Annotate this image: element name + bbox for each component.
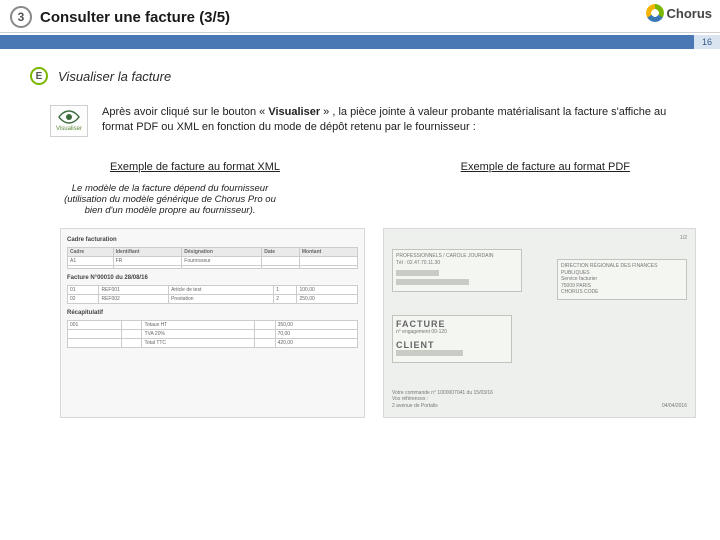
xml-invoice-screenshot: Cadre facturation Cadre Identifiant Dési… [60, 228, 365, 418]
section-letter: E [36, 71, 43, 82]
pdf-client-4: CHORUS CODE [561, 289, 683, 296]
pdf-supplier-2: Tél : 02.47.70.11.30 [396, 260, 518, 267]
xml-label-2: Facture N°00010 du 28/08/16 [67, 275, 358, 281]
pdf-facture-no: n° engagement 00-120 [396, 329, 508, 336]
explain-bold: Visualiser [268, 106, 320, 118]
xml-h2: Désignation [182, 248, 262, 257]
pdf-client-1: DIRECTION RÉGIONALE DES FINANCES PUBLIQU… [561, 263, 683, 276]
xml-table-3: 001Totaux HT350,00 TVA 20%70,00 Total TT… [67, 320, 358, 348]
step-number: 3 [18, 10, 25, 24]
xml-label-3: Récapitulatif [67, 310, 358, 316]
examples-row: Exemple de facture au format XML Exemple… [0, 143, 720, 177]
xml-h0: Cadre [68, 248, 114, 257]
example-pdf-link[interactable]: Exemple de facture au format PDF [461, 161, 630, 173]
xml-h3: Date [262, 248, 300, 257]
banner-bar: 16 [0, 35, 720, 49]
xml-h4: Montant [299, 248, 357, 257]
section-header: E Visualiser la facture [0, 49, 720, 91]
pdf-page: 1/2 [680, 235, 687, 242]
explain-row: Visualiser Après avoir cliqué sur le bou… [0, 91, 720, 143]
xml-label-1: Cadre facturation [67, 237, 358, 243]
pdf-facture-word: FACTURE [396, 319, 508, 329]
logo-text: Chorus [667, 6, 713, 21]
pdf-bottom-3: 2 avenue de Portalis [392, 403, 438, 410]
pdf-invoice-screenshot: 1/2 PROFESSIONNELS / CAROLE JOURDAIN Tél… [383, 228, 696, 418]
header: 3 Consulter une facture (3/5) Chorus [0, 0, 720, 33]
explain-before: Après avoir cliqué sur le bouton « [102, 106, 268, 118]
screenshots-row: Cadre facturation Cadre Identifiant Dési… [0, 224, 720, 428]
explain-text: Après avoir cliqué sur le bouton « Visua… [102, 105, 696, 135]
xml-table-2: 01REF001Article de test1100,00 02REF002P… [67, 285, 358, 304]
chorus-logo: Chorus [646, 4, 713, 22]
model-note: Le modèle de la facture dépend du fourni… [0, 177, 310, 224]
section-title: Visualiser la facture [58, 69, 171, 84]
example-xml-link[interactable]: Exemple de facture au format XML [110, 161, 280, 173]
page-number: 16 [694, 35, 720, 49]
section-letter-badge: E [30, 67, 48, 85]
xml-h1: Identifiant [113, 248, 182, 257]
step-number-badge: 3 [10, 6, 32, 28]
pdf-date: 04/04/2016 [662, 403, 687, 410]
page-title: Consulter une facture (3/5) [40, 9, 230, 26]
eye-icon [57, 110, 81, 124]
visualiser-caption: Visualiser [56, 126, 82, 132]
visualiser-button[interactable]: Visualiser [50, 105, 88, 137]
pdf-client-word: CLIENT [396, 340, 508, 350]
xml-table-1: Cadre Identifiant Désignation Date Monta… [67, 247, 358, 269]
logo-swirl-icon [646, 4, 664, 22]
